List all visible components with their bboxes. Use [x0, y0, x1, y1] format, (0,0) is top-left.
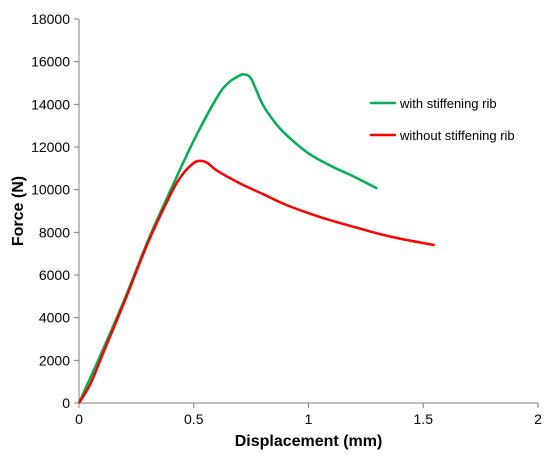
x-tick-label: 0	[75, 411, 83, 427]
y-tick-label: 2000	[39, 352, 70, 368]
y-tick-label: 0	[62, 395, 70, 411]
y-tick-label: 8000	[39, 224, 70, 240]
y-tick-label: 18000	[31, 11, 70, 27]
y-tick-label: 10000	[31, 182, 70, 198]
x-tick-label: 0.5	[184, 411, 204, 427]
x-tick-label: 1	[305, 411, 313, 427]
legend: with stiffening rib without stiffening ri…	[370, 96, 515, 143]
y-tick-label: 6000	[39, 267, 70, 283]
y-tick-label: 4000	[39, 310, 70, 326]
x-tick-label: 1.5	[414, 411, 434, 427]
series-line-with-stiffening-rib	[77, 72, 378, 404]
y-tick-label: 16000	[31, 54, 70, 70]
series-layer	[77, 72, 435, 404]
series-line-without-stiffening-rib	[77, 159, 435, 404]
x-ticks: 0 0.5 1 1.5 2	[75, 403, 542, 427]
x-axis-title: Displacement (mm)	[235, 433, 383, 450]
y-ticks: 0 2000 4000 6000 8000 10000 12000 14000 16000 180…	[31, 11, 79, 411]
legend-label: without stiffening rib	[399, 128, 515, 143]
y-tick-label: 12000	[31, 139, 70, 155]
y-axis-title: Force (N)	[10, 176, 27, 246]
x-tick-label: 2	[534, 411, 542, 427]
plot-area: 0 0.5 1 1.5 2 0 2000 4000 6000 8000 10000 12000 140…	[31, 11, 542, 427]
y-tick-label: 14000	[31, 96, 70, 112]
legend-label: with stiffening rib	[399, 96, 497, 111]
